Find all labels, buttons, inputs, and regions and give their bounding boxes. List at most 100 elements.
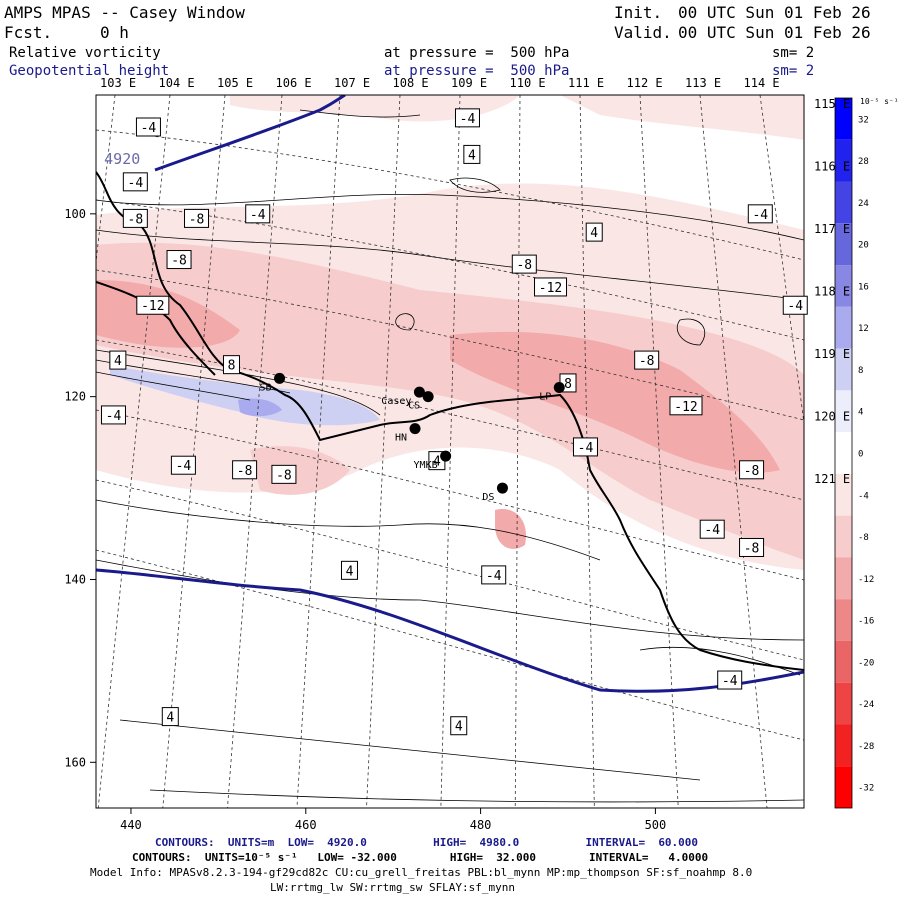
right-lon-label: 115 E — [814, 97, 850, 111]
colorbar-label: 20 — [858, 241, 869, 251]
x-tick-label: 500 — [645, 818, 667, 832]
station-marker — [409, 423, 421, 435]
height-contour-info: CONTOURS: UNITS=m LOW= 4920.0 HIGH= 4980… — [155, 836, 699, 849]
contour-label-box — [222, 355, 240, 375]
contour-label: -8 — [744, 464, 760, 479]
contour-label-box — [170, 455, 196, 475]
station-marker — [553, 382, 565, 394]
colorbar-swatch — [835, 724, 852, 767]
right-lon-label: 119 E — [814, 347, 850, 361]
colorbar-swatch — [835, 348, 852, 391]
colorbar-frame — [834, 97, 853, 809]
contour-label: -4 — [176, 459, 192, 474]
axis-labels: 440 460 480 500 100 120 140 160 — [64, 207, 666, 832]
colorbar-swatch — [835, 181, 852, 224]
colorbar-swatch — [835, 390, 852, 433]
colorbar-label: -8 — [858, 533, 869, 543]
contour-labels: -4 -4 4 -4 -8 -8 -4 4 -4 -8 -8 -12 -12 -4 4 8 -8 8 -12 -4 -4… — [100, 108, 808, 736]
coastline — [96, 171, 804, 671]
contour-label: -12 — [141, 299, 164, 314]
contour-label: -4 — [787, 299, 803, 314]
contour-label: 4 — [166, 711, 174, 726]
contour-label: -12 — [539, 281, 562, 296]
colorbar-label: 8 — [858, 366, 863, 376]
contour-label: -8 — [516, 258, 532, 273]
coastline-west — [96, 281, 216, 376]
station-label: DS — [482, 492, 494, 503]
field1-smoothing: sm= 2 — [772, 45, 815, 61]
colorbar-label: -16 — [858, 617, 874, 627]
contour-label-box — [245, 204, 271, 224]
contour-label: -8 — [189, 212, 205, 227]
model-info: Model Info: MPASv8.2.3-194-gf29cd82c CU:… — [90, 866, 753, 879]
contour-label-box — [271, 464, 297, 484]
colorbar-swatch — [835, 766, 852, 808]
colorbar-swatch — [835, 306, 852, 349]
top-lon-label: 106 E — [275, 76, 312, 90]
contour-label-box — [699, 519, 725, 539]
field2-smoothing: sm= 2 — [772, 63, 815, 79]
top-lon-label: 111 E — [568, 76, 605, 90]
vorticity-shading-light-east — [560, 95, 804, 140]
x-tick-label: 460 — [295, 818, 317, 832]
station-label: CS — [408, 401, 420, 412]
contour-label-box — [739, 537, 765, 557]
x-tick-label: 480 — [470, 818, 492, 832]
y-tick-label: 100 — [64, 207, 86, 221]
top-lon-label: 104 E — [158, 76, 195, 90]
top-lon-label: 108 E — [392, 76, 429, 90]
colorbar-units: 10⁻⁵ s⁻¹ — [860, 97, 899, 106]
plot-frame — [95, 94, 805, 809]
right-lon-label: 120 E — [814, 410, 850, 424]
colorbar-swatch — [835, 432, 852, 474]
vorticity-contour-info: CONTOURS: UNITS=10⁻⁵ s⁻¹ LOW= -32.000 HI… — [132, 851, 709, 864]
contour-label-box — [739, 460, 765, 480]
top-lon-label: 113 E — [685, 76, 722, 90]
x-tick-label: 440 — [120, 818, 142, 832]
contour-label: -8 — [128, 212, 144, 227]
colorbar-label: 28 — [858, 157, 869, 167]
station-label: SB — [260, 382, 272, 393]
contour-label-box — [122, 172, 148, 192]
contour-label-box — [161, 707, 179, 727]
contour-label-box — [481, 565, 507, 585]
contour-label: 4 — [468, 148, 476, 163]
station-marker — [274, 372, 286, 384]
model-info-line2: LW:rrtmg_lw SW:rrtmg_sw SFLAY:sf_mynn — [270, 881, 516, 894]
colorbar-swatch — [835, 139, 852, 182]
colorbar-label: 32 — [858, 115, 869, 125]
field2-level: at pressure = 500 hPa — [384, 63, 570, 79]
vorticity-map: 32 28 24 20 16 12 8 4 0 -4 -8 -12 -16 -20 -24 -28 -32 10⁻… — [64, 94, 899, 832]
colorbar-label: -12 — [858, 575, 874, 585]
colorbar-label: 24 — [858, 199, 869, 209]
colorbar-swatch — [835, 265, 852, 307]
contour-label-box — [454, 108, 480, 128]
contour-label-box — [135, 117, 161, 137]
colorbar-label: -24 — [858, 700, 874, 710]
contour-label: 4 — [114, 354, 122, 369]
valid-label: Valid. — [614, 23, 672, 42]
top-lon-label: 107 E — [334, 76, 371, 90]
y-tick-label: 160 — [64, 755, 86, 769]
contour-label-box — [340, 560, 358, 580]
contour-label: -8 — [237, 464, 253, 479]
contour-label-box — [122, 208, 148, 228]
contour-label: -4 — [106, 409, 122, 424]
station-label: LP — [539, 392, 551, 403]
top-lon-label: 103 E — [100, 76, 137, 90]
colorbar-swatch — [835, 515, 852, 558]
colorbar: 32 28 24 20 16 12 8 4 0 -4 -8 -12 -16 -20 -24 -28 -32 10⁻… — [835, 97, 899, 808]
contour-label: -8 — [276, 468, 292, 483]
top-lon-label: 110 E — [509, 76, 546, 90]
contour-label-box — [463, 144, 481, 164]
contour-label-box — [782, 295, 808, 315]
contour-label: -4 — [722, 674, 738, 689]
contour-label-box — [747, 204, 773, 224]
station-label: YMKB — [414, 460, 438, 471]
colorbar-label: -20 — [858, 658, 874, 668]
contour-label-box — [534, 277, 568, 297]
vorticity-shading-ds — [495, 509, 526, 549]
right-longitude-labels: 115 E 116 E 117 E 118 E 119 E 120 E 121 E — [814, 97, 850, 486]
contour-label-box — [184, 208, 210, 228]
vorticity-shading-medium — [96, 242, 804, 560]
